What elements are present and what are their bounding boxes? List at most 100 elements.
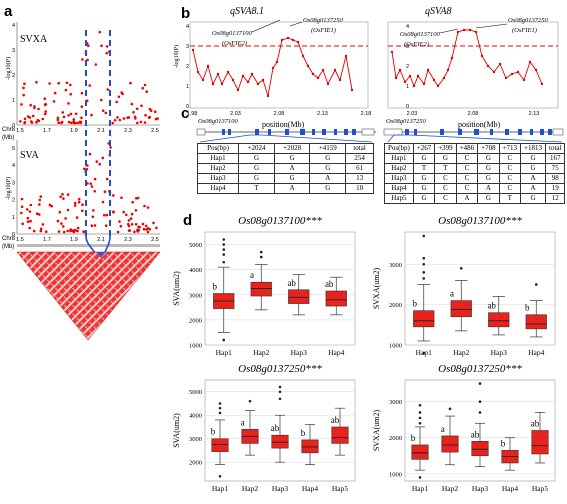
ld-heatmap xyxy=(16,251,161,341)
category-label: Hap4 xyxy=(502,484,518,493)
qtl-point xyxy=(480,54,484,58)
table-cell: Hap1 xyxy=(196,153,240,164)
snp-point xyxy=(75,216,79,219)
c-left-exons xyxy=(222,129,356,135)
snp-point xyxy=(22,86,25,90)
outlier-point xyxy=(278,385,282,389)
a-top-xtick: 1.9 xyxy=(70,128,78,134)
boxplot-ylabel: SVXA(um2) xyxy=(372,410,381,452)
boxplot-ytick: 2000 xyxy=(389,302,402,309)
b-right-line xyxy=(391,29,543,88)
table-cell: Hap4 xyxy=(384,183,414,194)
snp-point xyxy=(23,121,27,124)
significance-letter: b xyxy=(411,433,416,443)
qtl-point xyxy=(236,88,240,92)
qtl-point xyxy=(350,88,354,92)
qtl-point xyxy=(510,72,514,76)
a-top-ytick: 2 xyxy=(12,73,15,79)
table-cell: +1813 xyxy=(520,143,546,154)
b-right-gene2: Os08g0137250 xyxy=(508,17,548,24)
table-cell: C xyxy=(434,183,457,194)
b-left-plot-frame xyxy=(189,21,369,109)
category-label: Hap3 xyxy=(472,484,488,493)
snp-point xyxy=(105,45,109,48)
qtl-point xyxy=(311,72,315,76)
snp-point xyxy=(72,121,76,125)
snp-point xyxy=(25,208,29,211)
qtl-point xyxy=(426,68,430,72)
outlier-point xyxy=(222,260,226,264)
b-left-xtick: 2.08 xyxy=(274,111,285,117)
snp-point xyxy=(143,83,147,87)
snp-point xyxy=(23,117,27,121)
qtl-point xyxy=(226,70,230,74)
snp-point xyxy=(69,229,72,233)
table-cell: C xyxy=(498,163,522,174)
snp-point xyxy=(101,200,105,204)
category-label: Hap2 xyxy=(442,484,458,493)
snp-point xyxy=(61,193,64,196)
outlier-point xyxy=(418,403,422,407)
box xyxy=(250,281,272,297)
box xyxy=(271,434,289,449)
category-label: Hap1 xyxy=(216,348,232,357)
snp-point xyxy=(118,220,121,223)
table-cell: G xyxy=(434,153,457,164)
table-row: Hap1 G G G 254 xyxy=(196,153,374,164)
qtl-point xyxy=(412,84,416,88)
outlier-point xyxy=(222,243,226,246)
snp-point xyxy=(126,116,129,119)
snp-point xyxy=(132,111,135,114)
qtl-point xyxy=(534,68,538,72)
snp-point xyxy=(130,102,134,106)
table-cell: A xyxy=(520,173,546,184)
table-cell: Hap5 xyxy=(384,193,414,204)
snp-point xyxy=(59,195,62,199)
qtl-point xyxy=(436,84,440,88)
table-cell: G xyxy=(412,193,436,204)
table-cell: Hap1 xyxy=(384,153,414,164)
table-cell: C xyxy=(498,153,522,164)
snp-point xyxy=(28,226,32,230)
qtl-point xyxy=(456,30,460,34)
qtl-point xyxy=(321,68,325,72)
snp-point xyxy=(105,51,108,55)
snp-point xyxy=(73,201,77,205)
qtl-point xyxy=(344,54,348,58)
snp-point xyxy=(60,222,63,225)
table-cell: +4159 xyxy=(309,143,347,154)
b-right-ytick: 0 xyxy=(406,104,409,110)
boxplot-frame xyxy=(204,231,356,346)
box xyxy=(301,439,319,454)
table-cell: G xyxy=(412,183,436,194)
snp-point xyxy=(81,58,84,61)
snp-point xyxy=(101,156,105,160)
qtl-point xyxy=(498,62,502,66)
a-bottom-xtick: 2.1 xyxy=(97,237,105,243)
significance-letter: ab xyxy=(471,429,480,439)
snp-point xyxy=(88,152,92,156)
snp-point xyxy=(67,120,71,124)
table-cell: total xyxy=(544,143,566,154)
snp-point xyxy=(95,160,99,163)
bottom-chr-label: Chr8 xyxy=(2,236,16,242)
a-bottom-ytick: 1 xyxy=(12,215,15,221)
significance-letter: b xyxy=(211,427,216,437)
table-cell: Hap2 xyxy=(196,163,240,174)
snp-point xyxy=(57,230,61,233)
panel-c: Os08g0137100 Os08g0137250 xyxy=(196,118,564,143)
boxplot-ylabel: SVXA(um2) xyxy=(372,268,381,310)
snp-point xyxy=(104,224,108,227)
category-label: Hap5 xyxy=(332,484,348,493)
c-right-utr3 xyxy=(552,128,564,136)
snp-point xyxy=(44,230,48,233)
qtl-point xyxy=(446,68,450,72)
category-label: Hap1 xyxy=(412,484,428,493)
a-bottom-xtick: 2.3 xyxy=(124,237,132,243)
snp-point xyxy=(44,110,47,113)
snp-point xyxy=(82,230,86,234)
snp-point xyxy=(67,114,70,117)
table-cell: +486 xyxy=(455,143,479,154)
table-cell: 75 xyxy=(544,163,566,174)
boxplot-title: Os08g0137100*** xyxy=(238,215,322,227)
